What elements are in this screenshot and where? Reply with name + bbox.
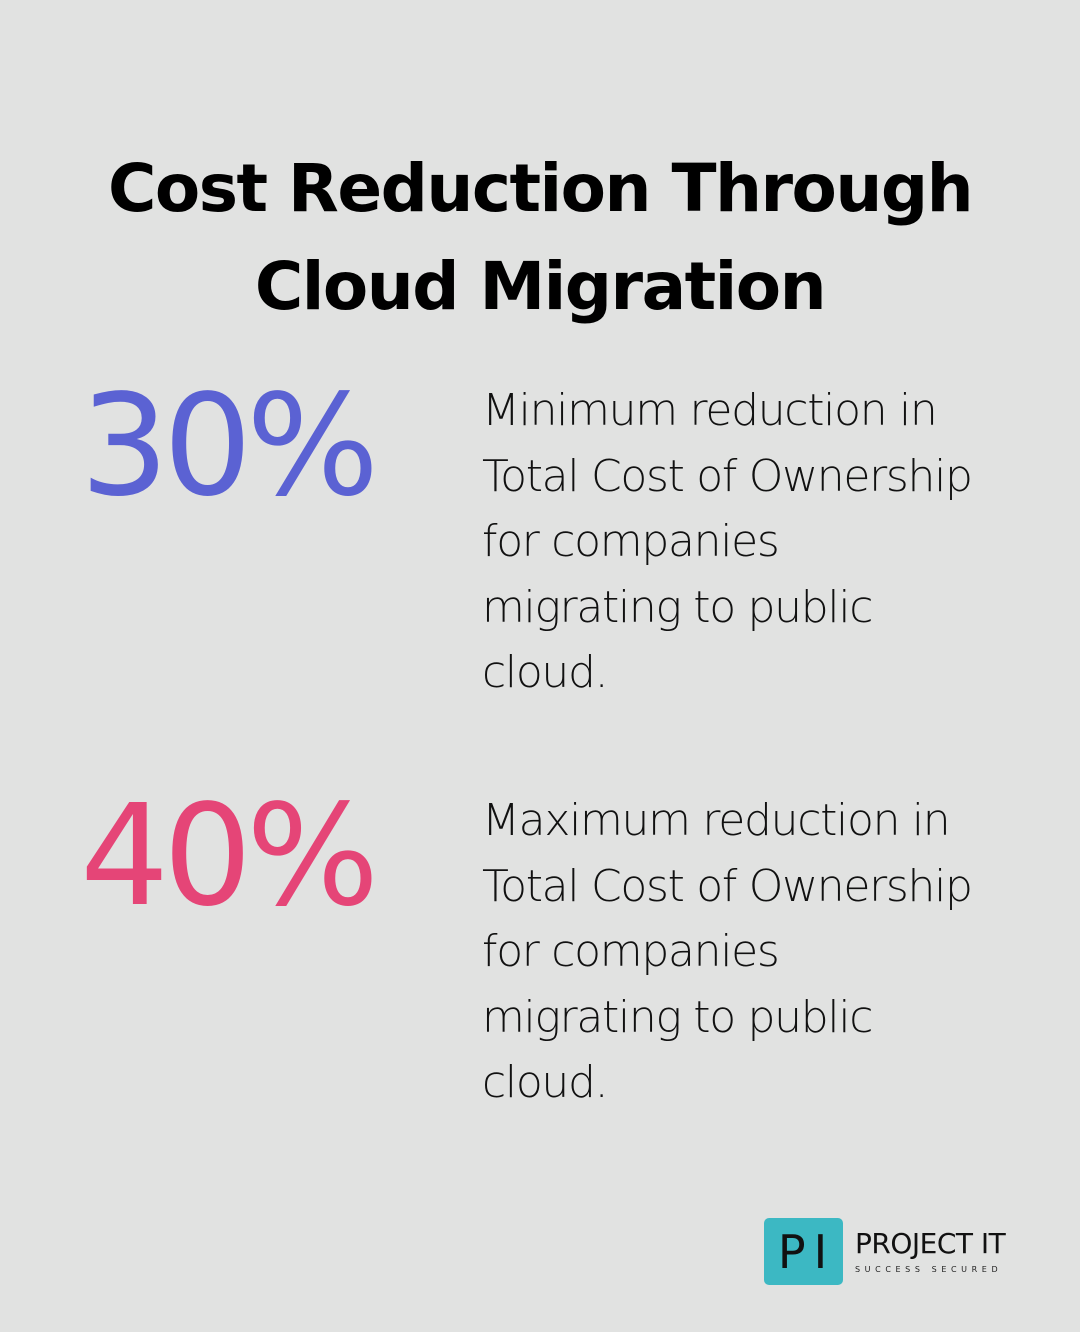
brand-logo: PI PROJECT IT SUCCESS SECURED bbox=[764, 1218, 1006, 1285]
description-line: Minimum reduction in bbox=[482, 385, 938, 436]
description-line: Total Cost of Ownership bbox=[482, 860, 973, 912]
logo-mark-icon: PI bbox=[764, 1218, 843, 1285]
description-line: Total Cost of Ownership bbox=[482, 450, 973, 502]
logo-wordmark: PROJECT IT SUCCESS SECURED bbox=[855, 1227, 1006, 1275]
description-line: for companies bbox=[482, 926, 780, 977]
description-line: for companies bbox=[482, 516, 780, 567]
logo-mark-text: PI bbox=[777, 1224, 836, 1279]
logo-name: PROJECT IT bbox=[855, 1227, 1006, 1260]
stat-description: Minimum reduction in Total Cost of Owner… bbox=[482, 378, 1022, 706]
description-line: Maximum reduction in bbox=[482, 795, 951, 846]
stat-value: 40% bbox=[80, 775, 379, 938]
logo-tagline: SUCCESS SECURED bbox=[855, 1265, 1003, 1274]
title-line-2: Cloud Migration bbox=[254, 248, 827, 326]
description-line: migrating to public bbox=[482, 581, 873, 633]
page-title: Cost Reduction Through Cloud Migration bbox=[0, 140, 1080, 336]
stat-description: Maximum reduction in Total Cost of Owner… bbox=[482, 788, 1022, 1116]
title-line-1: Cost Reduction Through bbox=[107, 150, 974, 228]
stat-value: 30% bbox=[80, 365, 379, 528]
description-line: migrating to public bbox=[482, 991, 873, 1043]
description-line: cloud. bbox=[482, 1057, 609, 1108]
description-line: cloud. bbox=[482, 647, 609, 698]
